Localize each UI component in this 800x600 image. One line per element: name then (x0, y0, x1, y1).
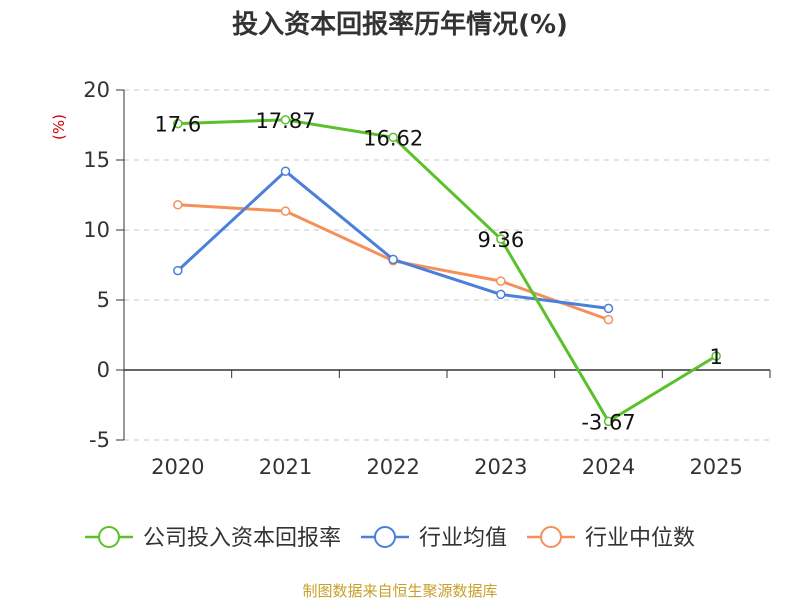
data-point (173, 200, 183, 210)
x-tick-label: 2023 (474, 455, 527, 479)
series-lines (173, 115, 721, 427)
data-label: 17.87 (255, 109, 315, 133)
data-label: 1 (709, 345, 722, 369)
legend-marker (540, 526, 562, 548)
data-point (280, 206, 291, 216)
data-point (603, 303, 614, 314)
x-tick-label: 2021 (259, 455, 312, 479)
data-point (388, 254, 398, 265)
y-tick-label: 15 (83, 148, 110, 172)
legend-marker (374, 526, 396, 548)
legend-label: 公司投入资本回报率 (143, 526, 341, 551)
data-point (496, 234, 506, 244)
data-point (496, 289, 506, 300)
x-tick-label: 2022 (366, 455, 419, 479)
data-point (603, 416, 614, 427)
series-line (176, 169, 609, 310)
series-0 (173, 115, 721, 427)
data-point (603, 314, 614, 325)
data-labels: 17.6 17.87 16.62 9.36 -3.67 1 (154, 109, 722, 435)
data-label: 17.6 (154, 113, 201, 137)
data-label: 16.62 (363, 126, 423, 150)
data-label: -3.67 (581, 410, 635, 434)
series-line (177, 118, 717, 423)
data-point (173, 265, 183, 276)
data-label: 9.36 (477, 228, 524, 252)
x-tick-label: 2020 (151, 455, 204, 479)
y-axis-unit: (%) (50, 114, 68, 140)
chart-title: 投入资本回报率历年情况(%) (232, 9, 568, 40)
data-point (280, 166, 291, 176)
y-tick-label: -5 (89, 428, 110, 452)
y-tick-label: 10 (83, 218, 110, 242)
source-note: 制图数据来自恒生聚源数据库 (302, 582, 497, 600)
legend-item-0[interactable]: 公司投入资本回报率 (85, 526, 341, 551)
x-tick-label: 2024 (582, 455, 635, 479)
data-point (173, 118, 183, 129)
series-1 (173, 166, 614, 314)
x-tick-label: 2025 (689, 455, 742, 479)
legend-item-1[interactable]: 行业均值 (361, 526, 507, 551)
legend[interactable]: 公司投入资本回报率 行业均值 行业中位数 (85, 526, 695, 551)
legend-label: 行业均值 (419, 526, 507, 551)
legend-label: 行业中位数 (585, 526, 695, 551)
data-point (388, 132, 398, 143)
data-point (711, 351, 721, 361)
y-tick-label: 0 (97, 358, 110, 382)
grid-lines (124, 89, 770, 441)
y-tick-label: 20 (83, 78, 110, 102)
data-point (496, 276, 506, 286)
data-point (280, 115, 291, 125)
legend-marker (98, 526, 120, 548)
legend-item-2[interactable]: 行业中位数 (527, 526, 695, 551)
y-tick-label: 5 (97, 288, 110, 312)
